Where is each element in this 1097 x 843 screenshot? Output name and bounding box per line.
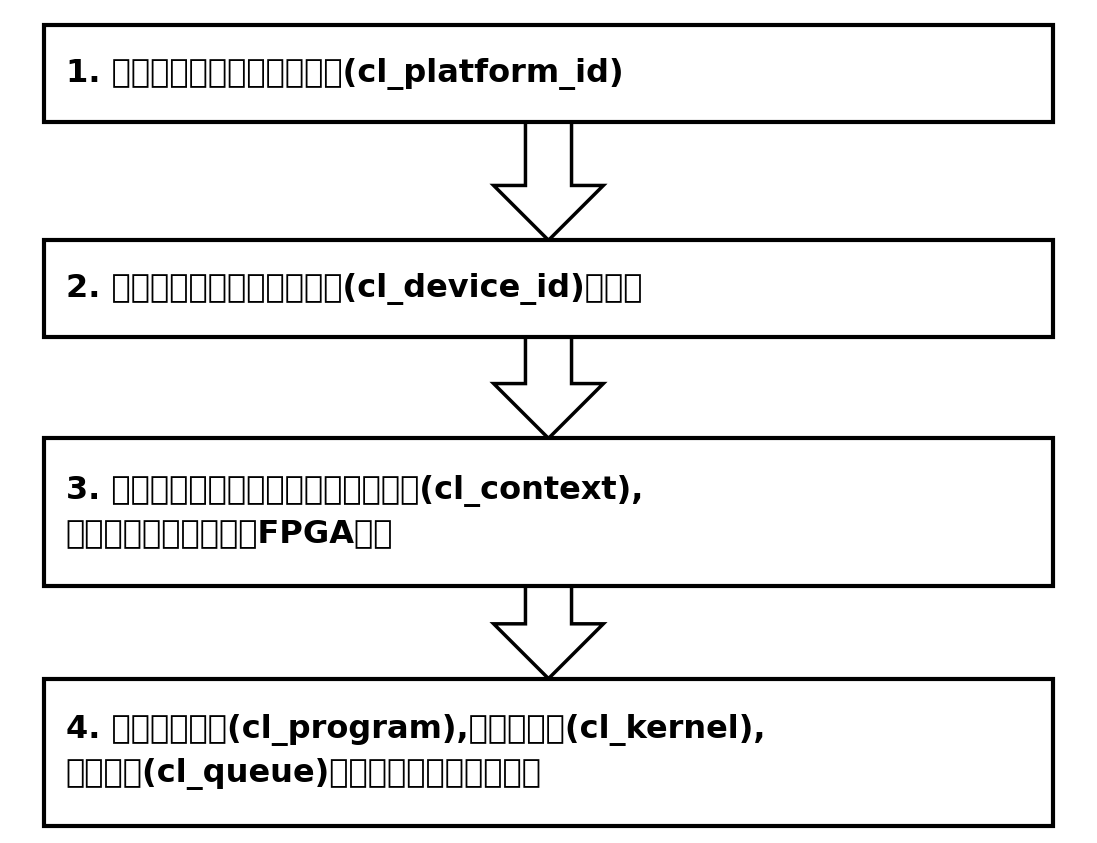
FancyBboxPatch shape <box>44 438 1053 586</box>
Text: 1. 根据平台名称获取平台对象(cl_platform_id): 1. 根据平台名称获取平台对象(cl_platform_id) <box>66 58 623 89</box>
FancyBboxPatch shape <box>44 240 1053 337</box>
FancyBboxPatch shape <box>44 679 1053 826</box>
Text: 3. 根据设备对象数组，创建上下文对象(cl_context),
并考虑需要使用多少块FPGA板卡: 3. 根据设备对象数组，创建上下文对象(cl_context), 并考虑需要使用… <box>66 475 643 550</box>
Polygon shape <box>494 586 603 679</box>
Polygon shape <box>494 337 603 438</box>
FancyBboxPatch shape <box>44 25 1053 122</box>
Polygon shape <box>494 122 603 240</box>
Text: 2. 根据平台对象获取设备对象(cl_device_id)的数组: 2. 根据平台对象获取设备对象(cl_device_id)的数组 <box>66 273 643 304</box>
Text: 4. 创建程序对象(cl_program),核函数对象(cl_kernel),
命令队列(cl_queue)数组，分割数据到板卡上: 4. 创建程序对象(cl_program),核函数对象(cl_kernel), … <box>66 714 766 791</box>
